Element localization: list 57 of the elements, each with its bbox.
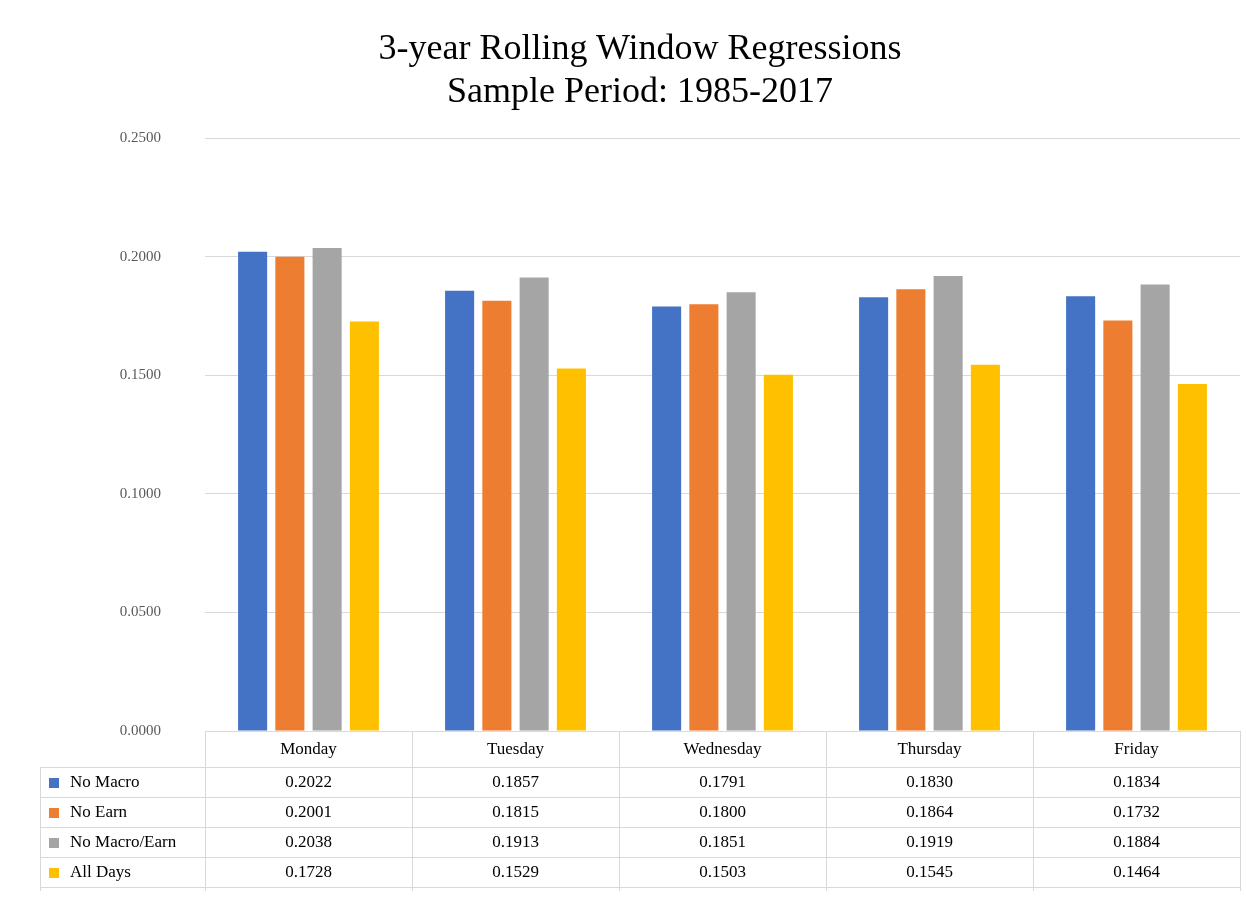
y-tick-label: 0.1000 — [119, 484, 161, 501]
x-tick-label: Friday — [1114, 739, 1160, 759]
data-label: 0.1834 — [1113, 772, 1161, 792]
bar — [970, 364, 1000, 731]
data-label: 0.1830 — [906, 772, 953, 792]
bar — [312, 247, 342, 731]
bar — [482, 300, 512, 731]
data-label: 0.1815 — [492, 802, 539, 822]
legend-label: All Days — [70, 862, 131, 882]
bar — [1177, 383, 1207, 731]
bar — [689, 304, 719, 731]
data-label: 0.1464 — [1113, 862, 1161, 882]
bar — [556, 368, 586, 731]
data-label: 0.1851 — [699, 832, 746, 852]
bar — [349, 321, 379, 731]
data-label: 0.1919 — [906, 832, 953, 852]
bar — [1066, 296, 1096, 731]
bar — [652, 306, 682, 731]
data-label: 0.1884 — [1113, 832, 1161, 852]
y-tick-label: 0.2500 — [119, 129, 161, 146]
data-label: 0.1800 — [699, 802, 746, 822]
bar — [1103, 320, 1133, 731]
data-label: 0.1864 — [906, 802, 954, 822]
data-label: 0.1791 — [699, 772, 746, 792]
data-label: 0.1732 — [1113, 802, 1160, 822]
bar — [238, 251, 268, 731]
y-tick-label: 0.2000 — [119, 247, 161, 264]
y-tick-label: 0.0500 — [119, 603, 161, 620]
chart-title: 3-year Rolling Window Regressions — [378, 27, 902, 68]
data-label: 0.2038 — [285, 832, 332, 852]
bar — [859, 297, 889, 731]
x-tick-label: Tuesday — [487, 739, 545, 759]
x-tick-label: Thursday — [897, 739, 963, 759]
y-tick-label: 0.0000 — [119, 721, 161, 738]
bar — [896, 289, 926, 731]
bar — [763, 374, 793, 731]
y-tick-label: 0.1500 — [119, 366, 161, 383]
data-label: 0.1857 — [492, 772, 540, 792]
bar — [275, 256, 305, 731]
data-label: 0.1529 — [492, 862, 539, 882]
bar — [1140, 284, 1170, 731]
x-tick-label: Wednesday — [683, 739, 762, 759]
legend-label: No Macro/Earn — [70, 832, 177, 852]
data-label: 0.1728 — [285, 862, 332, 882]
data-label: 0.1913 — [492, 832, 539, 852]
bar — [933, 276, 963, 731]
x-tick-label: Monday — [280, 739, 338, 759]
data-label: 0.2001 — [285, 802, 332, 822]
legend-label: No Earn — [70, 802, 128, 822]
bar — [726, 292, 756, 731]
bar — [519, 277, 549, 731]
bar — [445, 290, 475, 731]
data-label: 0.1545 — [906, 862, 953, 882]
chart-subtitle: Sample Period: 1985-2017 — [447, 70, 833, 111]
data-label: 0.2022 — [285, 772, 332, 792]
legend-label: No Macro — [70, 772, 140, 792]
data-label: 0.1503 — [699, 862, 746, 882]
